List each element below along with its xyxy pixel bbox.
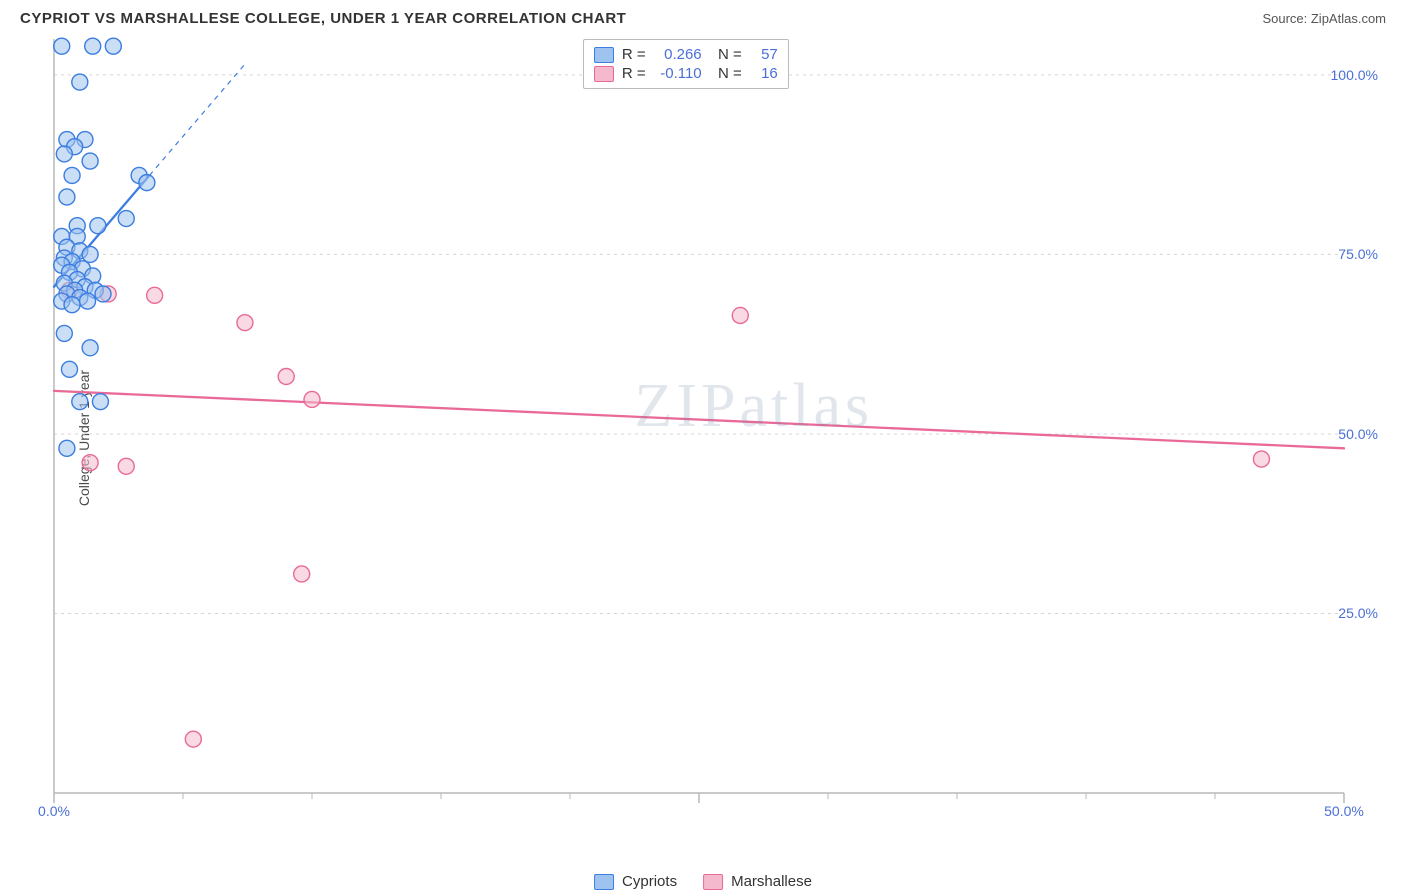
source-attribution: Source: ZipAtlas.com <box>1262 11 1386 26</box>
legend-label-cypriots: Cypriots <box>622 873 677 890</box>
legend-n-cypriots: 57 <box>750 46 778 63</box>
legend-item-marshallese: Marshallese <box>703 873 812 890</box>
y-tick-label: 75.0% <box>1338 246 1378 262</box>
swatch-marshallese <box>594 66 614 82</box>
legend-row-marshallese: R = -0.110 N = 16 <box>594 64 778 83</box>
legend-item-cypriots: Cypriots <box>594 873 677 890</box>
legend-r-marshallese: -0.110 <box>654 65 702 82</box>
swatch-cypriots <box>594 47 614 63</box>
legend-correlation-box: R = 0.266 N = 57 R = -0.110 N = 16 <box>583 39 789 89</box>
swatch-cypriots-icon <box>594 874 614 890</box>
legend-row-cypriots: R = 0.266 N = 57 <box>594 45 778 64</box>
legend-r-label: R = <box>622 65 646 82</box>
chart-svg <box>20 33 1386 843</box>
y-tick-label: 100.0% <box>1331 67 1378 83</box>
scatter-chart: College, Under 1 year ZIPatlas R = 0.266… <box>20 33 1386 843</box>
legend-r-cypriots: 0.266 <box>654 46 702 63</box>
x-tick-label: 50.0% <box>1324 803 1364 865</box>
chart-title: CYPRIOT VS MARSHALLESE COLLEGE, UNDER 1 … <box>20 10 626 27</box>
y-tick-label: 25.0% <box>1338 605 1378 621</box>
x-tick-label: 0.0% <box>38 803 70 865</box>
legend-n-label: N = <box>710 65 742 82</box>
legend-r-label: R = <box>622 46 646 63</box>
legend-n-label: N = <box>710 46 742 63</box>
legend-label-marshallese: Marshallese <box>731 873 812 890</box>
y-tick-label: 50.0% <box>1338 426 1378 442</box>
swatch-marshallese-icon <box>703 874 723 890</box>
legend-n-marshallese: 16 <box>750 65 778 82</box>
bottom-legend: Cypriots Marshallese <box>594 873 812 890</box>
